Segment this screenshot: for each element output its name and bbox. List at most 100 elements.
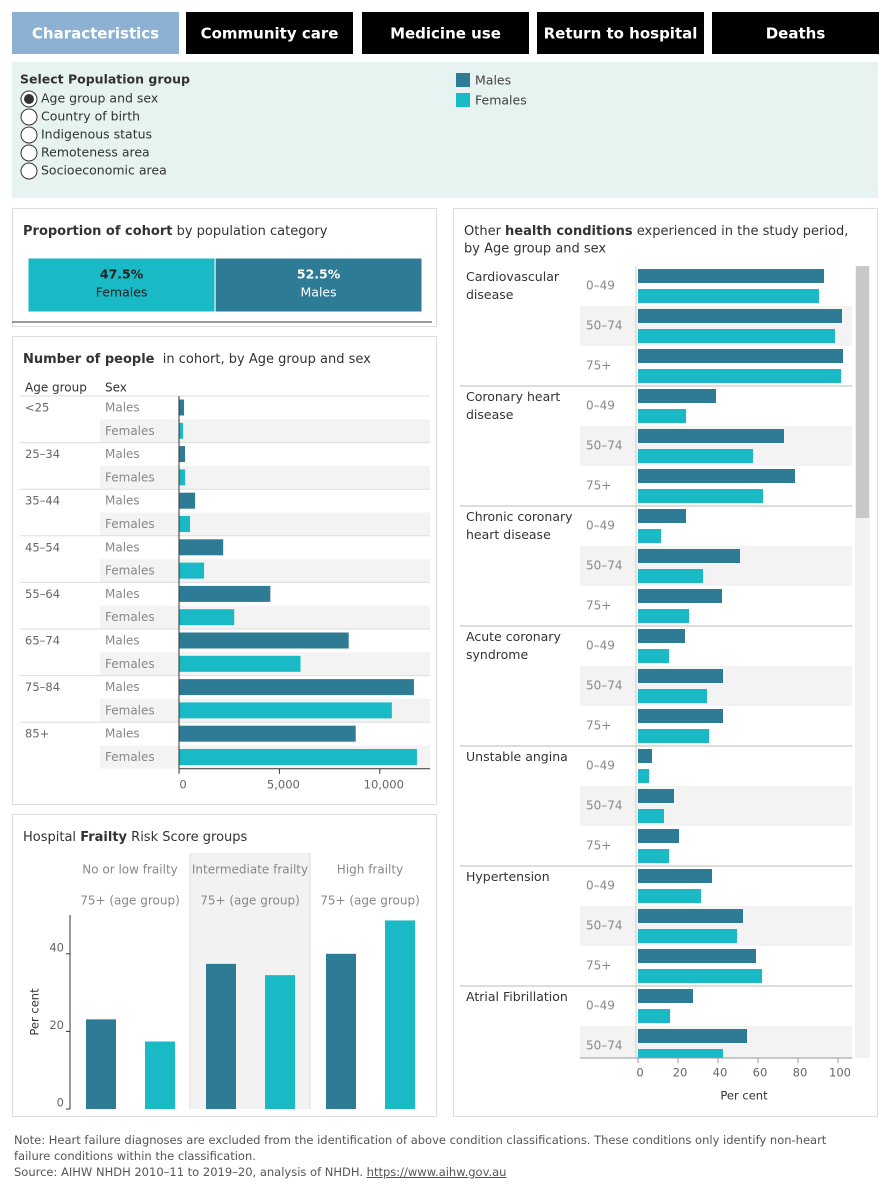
x-tick-label: 0 (636, 1066, 643, 1080)
bar (638, 349, 843, 363)
legend-label: Females (475, 93, 527, 108)
title-part: in cohort, by Age group and sex (155, 352, 372, 367)
sex-label: Males (105, 587, 140, 601)
y-tick-label: 40 (49, 940, 64, 954)
tab[interactable] (362, 12, 529, 54)
age-label: 0–49 (586, 519, 615, 533)
age-label: 75+ (586, 599, 611, 613)
bar (638, 709, 723, 723)
category-label: 25–34 (25, 447, 60, 461)
bar (638, 809, 664, 823)
bar (638, 489, 763, 503)
bar (638, 889, 701, 903)
title-part: Other (464, 224, 505, 239)
bar (638, 729, 709, 743)
bar (638, 909, 743, 923)
bar (638, 429, 784, 443)
label-line: syndrome (466, 647, 528, 662)
title-part: Frailty (80, 830, 127, 845)
tab[interactable] (12, 12, 179, 54)
bar-segment (27, 257, 216, 313)
bar (179, 446, 186, 463)
tab-label[interactable]: Return to hospital (544, 25, 698, 43)
tab[interactable] (537, 12, 704, 54)
panel-subtitle: 75+ (age group) (80, 894, 180, 908)
tab[interactable] (186, 12, 353, 54)
sex-label: Females (105, 610, 155, 624)
column-header: Sex (105, 381, 127, 395)
bar (179, 539, 224, 556)
bar (638, 1029, 747, 1043)
title-part: Risk Score groups (127, 830, 248, 845)
value-label: 52.5% (297, 267, 341, 282)
tab-label[interactable]: Community care (201, 25, 339, 43)
title-part: experienced in the study period, (633, 224, 849, 239)
category-label: 55–64 (25, 587, 60, 601)
y-tick-label: 0 (57, 1096, 64, 1110)
bar (638, 469, 795, 483)
tab-label[interactable]: Characteristics (32, 25, 159, 43)
condition-label: Unstable angina (466, 749, 568, 764)
title-part: Hospital (23, 830, 80, 845)
bar (638, 949, 756, 963)
bar (638, 649, 669, 663)
radio-label[interactable]: Indigenous status (41, 127, 152, 142)
condition-label: Chronic coronary heart disease (466, 509, 577, 542)
legend-label: Males (475, 73, 511, 88)
label-line: Chronic coronary (466, 509, 577, 524)
bar (179, 469, 186, 486)
age-label: 75+ (586, 719, 611, 733)
bar (638, 269, 824, 283)
scrollbar-thumb[interactable] (856, 266, 869, 518)
age-label: 0–49 (586, 639, 615, 653)
radio-label[interactable]: Socioeconomic area (41, 163, 167, 178)
radio[interactable] (20, 162, 38, 180)
sex-label: Females (105, 517, 155, 531)
panel-subtitle: 75+ (age group) (200, 894, 300, 908)
chart-title: Hospital Frailty Risk Score groups (23, 830, 248, 845)
bar (179, 422, 184, 439)
scroll-area: Cardiovascular disease 0–49 50–74 75+ Corona… (460, 269, 852, 1058)
bar (638, 309, 842, 323)
radio[interactable] (20, 144, 38, 162)
x-tick-label: 100 (829, 1066, 851, 1080)
y-axis-label: Per cent (28, 988, 42, 1036)
panel-label: Intermediate frailty (192, 863, 308, 877)
condition-label: Hypertension (466, 869, 550, 884)
bar (179, 749, 417, 765)
age-label: 0–49 (586, 399, 615, 413)
age-label: 0–49 (586, 759, 615, 773)
x-tick-label: 40 (713, 1066, 728, 1080)
title-part: Number of people (23, 352, 155, 367)
source-link[interactable]: https://www.aihw.gov.au (366, 1165, 507, 1179)
bar (638, 969, 762, 983)
sex-label: Males (105, 634, 140, 648)
tab-label[interactable]: Deaths (766, 25, 826, 43)
chart-title: Number of people in cohort, by Age group… (23, 352, 371, 367)
age-label: 50–74 (586, 679, 623, 693)
age-label: 75+ (586, 959, 611, 973)
radio[interactable] (20, 126, 38, 144)
bar (638, 409, 686, 423)
label-line: Atrial Fibrillation (466, 989, 568, 1004)
radio-label[interactable]: Remoteness area (41, 145, 150, 160)
sex-label: Females (105, 703, 155, 717)
radio[interactable] (20, 108, 38, 126)
radio-label[interactable]: Age group and sex (41, 91, 158, 106)
legend-swatch (456, 93, 470, 107)
bar (179, 585, 271, 602)
radio-label[interactable]: Country of birth (41, 109, 140, 124)
tab-label[interactable]: Medicine use (390, 25, 501, 43)
sex-label: Males (105, 447, 140, 461)
label-line: Unstable angina (466, 749, 568, 764)
age-label: 50–74 (586, 919, 623, 933)
tab[interactable] (712, 12, 879, 54)
bar (638, 769, 649, 783)
age-label: 0–49 (586, 999, 615, 1013)
label-line: Hypertension (466, 869, 550, 884)
value-label: 47.5% (100, 267, 144, 282)
bar (638, 569, 703, 583)
sex-label: Females (105, 470, 155, 484)
bar (179, 562, 205, 579)
age-label: 50–74 (586, 439, 623, 453)
